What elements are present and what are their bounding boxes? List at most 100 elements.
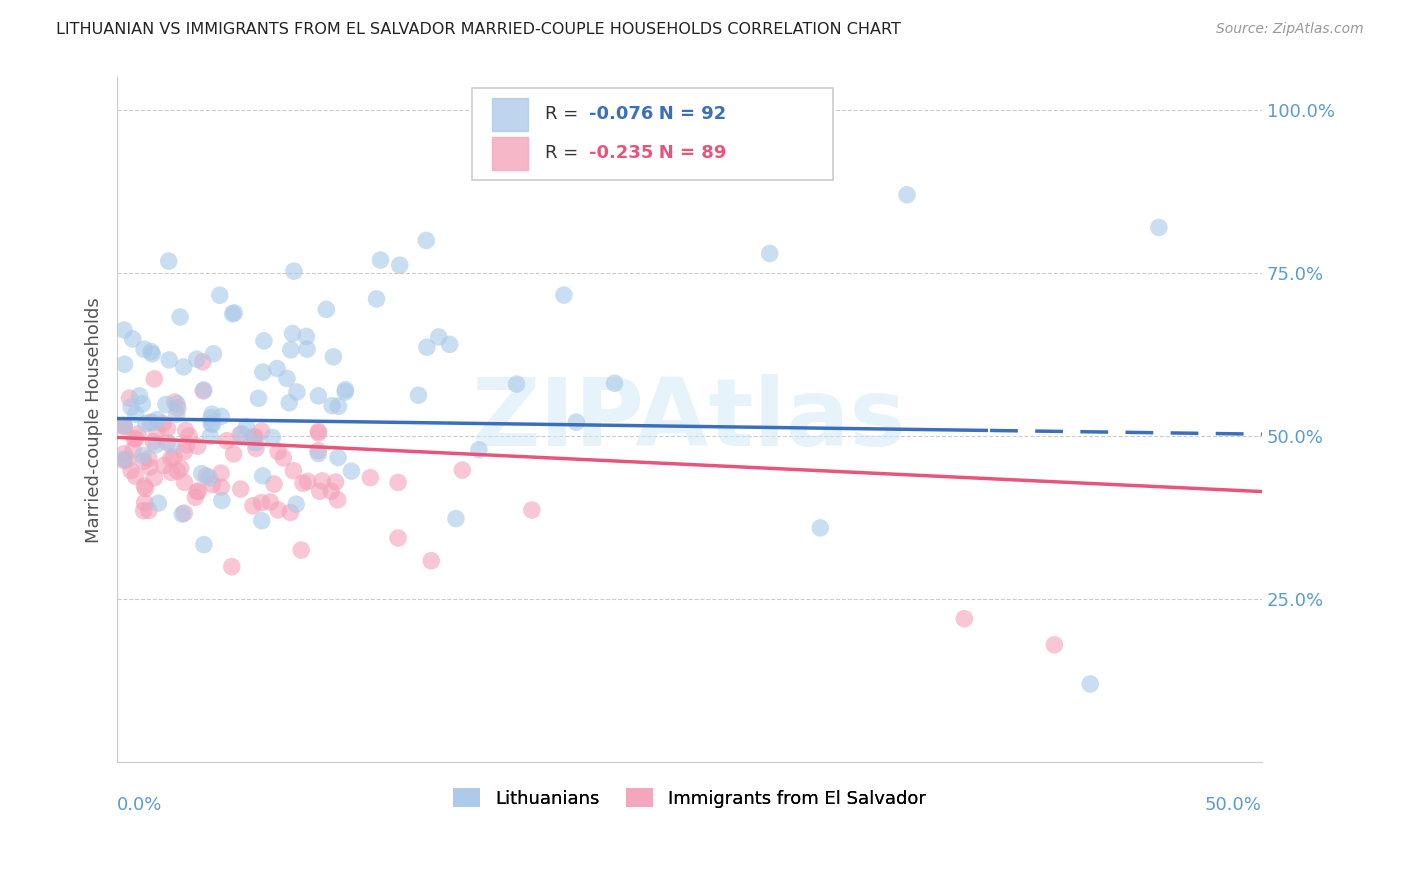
Point [359, 470, 381, 484]
Text: N = 92: N = 92 [640, 105, 727, 123]
Point [200, 410, 222, 425]
Point [112, 418, 135, 433]
Text: LITHUANIAN VS IMMIGRANTS FROM EL SALVADOR MARRIED-COUPLE HOUSEHOLDS CORRELATION : LITHUANIAN VS IMMIGRANTS FROM EL SALVADO… [56, 22, 901, 37]
Point [690, 136, 713, 150]
Point [229, 482, 252, 496]
Point [758, 246, 780, 260]
Point [184, 491, 207, 505]
Point [242, 499, 264, 513]
Point [146, 425, 169, 439]
Point [325, 475, 347, 489]
Point [221, 559, 243, 574]
Point [134, 342, 156, 356]
Point [283, 264, 305, 278]
Point [173, 506, 195, 520]
Point [166, 397, 188, 411]
Point [174, 423, 197, 437]
Point [139, 460, 162, 475]
Point [120, 464, 142, 478]
Point [439, 337, 461, 351]
Point [138, 503, 160, 517]
Point [366, 292, 388, 306]
Point [190, 467, 212, 481]
Point [250, 514, 273, 528]
Bar [492, 98, 529, 131]
Point [152, 417, 174, 431]
Point [416, 340, 439, 354]
Point [112, 453, 135, 467]
Point [134, 482, 156, 496]
Text: N = 89: N = 89 [640, 145, 727, 162]
Point [297, 475, 319, 489]
Point [155, 398, 177, 412]
Point [143, 372, 166, 386]
Point [134, 496, 156, 510]
Point [322, 350, 344, 364]
Point [139, 416, 162, 430]
Point [112, 447, 135, 461]
Point [276, 371, 298, 385]
Point [315, 302, 337, 317]
Point [187, 439, 209, 453]
Point [112, 323, 135, 337]
Point [326, 450, 349, 465]
Point [163, 450, 186, 464]
Point [603, 376, 626, 391]
Point [565, 415, 588, 429]
Bar [492, 137, 529, 169]
Point [193, 384, 215, 398]
Point [335, 383, 357, 397]
Point [321, 484, 343, 499]
Point [176, 438, 198, 452]
Point [243, 430, 266, 444]
Point [278, 395, 301, 409]
Point [295, 342, 318, 356]
Text: 0.0%: 0.0% [117, 797, 163, 814]
Point [307, 443, 329, 458]
Point [953, 612, 976, 626]
Text: 50.0%: 50.0% [1205, 797, 1263, 814]
Point [468, 442, 491, 457]
Point [247, 391, 270, 405]
Point [195, 469, 218, 483]
Point [198, 471, 221, 485]
Point [166, 407, 188, 421]
Point [121, 332, 143, 346]
Point [160, 451, 183, 466]
Point [307, 446, 329, 460]
Point [387, 475, 409, 490]
Point [156, 435, 179, 450]
Text: -0.235: -0.235 [589, 145, 654, 162]
Point [157, 352, 180, 367]
Point [132, 449, 155, 463]
Point [250, 424, 273, 438]
Point [553, 288, 575, 302]
Point [285, 384, 308, 399]
Point [134, 479, 156, 493]
Point [231, 426, 253, 441]
Point [285, 497, 308, 511]
Point [267, 503, 290, 517]
Point [112, 452, 135, 467]
Point [444, 511, 467, 525]
Point [290, 543, 312, 558]
Point [252, 468, 274, 483]
Point [242, 430, 264, 444]
Point [245, 442, 267, 456]
Point [235, 420, 257, 434]
Point [505, 377, 527, 392]
Point [114, 357, 136, 371]
Point [160, 466, 183, 480]
Point [451, 463, 474, 477]
Point [163, 395, 186, 409]
Point [138, 451, 160, 466]
Point [124, 432, 146, 446]
Point [229, 427, 252, 442]
Point [120, 400, 142, 414]
Point [132, 454, 155, 468]
Point [172, 507, 194, 521]
Point [118, 391, 141, 405]
Point [250, 496, 273, 510]
Point [307, 425, 329, 439]
Y-axis label: Married-couple Households: Married-couple Households [86, 297, 103, 542]
